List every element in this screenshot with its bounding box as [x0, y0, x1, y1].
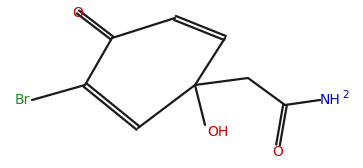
Text: O: O — [73, 6, 83, 20]
Text: O: O — [273, 145, 284, 159]
Text: Br: Br — [15, 93, 30, 107]
Text: 2: 2 — [342, 90, 348, 100]
Text: NH: NH — [320, 93, 341, 107]
Text: OH: OH — [207, 125, 228, 139]
